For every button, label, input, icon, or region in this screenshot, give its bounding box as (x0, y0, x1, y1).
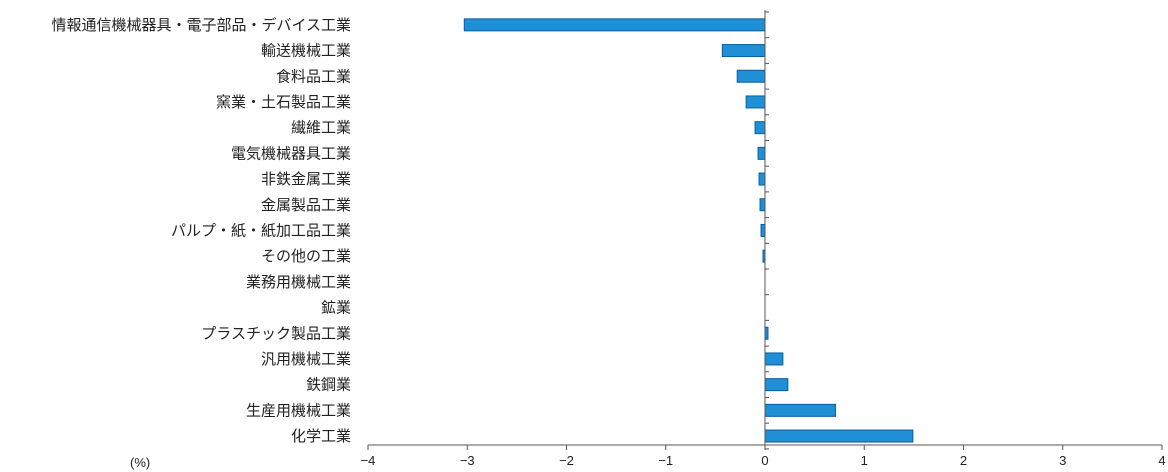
category-label: プラスチック製品工業 (201, 324, 351, 342)
category-label: 汎用機械工業 (261, 350, 351, 368)
bar (760, 223, 766, 237)
axes (367, 10, 1163, 450)
bar (764, 429, 914, 443)
bar (764, 403, 836, 417)
category-label: 繊維工業 (291, 119, 351, 137)
bar (757, 146, 766, 160)
x-tick-label: −2 (559, 453, 574, 468)
bar (758, 172, 766, 186)
category-label: 鉄鋼業 (306, 376, 351, 394)
x-tick-label: −4 (361, 453, 376, 468)
bar (745, 95, 766, 109)
category-label: 窯業・土石製品工業 (216, 93, 351, 111)
bar (463, 18, 766, 32)
category-label: 生産用機械工業 (246, 401, 351, 419)
category-label: 金属製品工業 (261, 196, 351, 214)
category-label: 輸送機械工業 (261, 42, 351, 60)
x-tick-label: 4 (1158, 453, 1165, 468)
bar (764, 352, 784, 366)
x-tick-label: 0 (761, 453, 768, 468)
unit-label: (%) (130, 455, 151, 470)
bar (764, 378, 789, 392)
category-label: 情報通信機械器具・電子部品・デバイス工業 (51, 16, 351, 34)
x-tick-label: 3 (1059, 453, 1066, 468)
x-tick-label: −1 (658, 453, 673, 468)
bar (754, 121, 766, 135)
category-labels: 情報通信機械器具・電子部品・デバイス工業輸送機械工業食料品工業窯業・土石製品工業… (51, 16, 351, 445)
category-label: 化学工業 (291, 427, 351, 445)
category-label: 非鉄金属工業 (261, 170, 351, 188)
x-tick-labels: −4 −3 −2 −1 0 1 2 3 4 (361, 453, 1166, 468)
x-tick-label: 2 (960, 453, 967, 468)
category-label: 業務用機械工業 (246, 273, 351, 291)
category-label: パルプ・紙・紙加工品工業 (171, 221, 351, 239)
x-tick-label: −3 (460, 453, 475, 468)
bar (721, 44, 766, 58)
bar (736, 69, 766, 83)
category-label: 鉱業 (321, 299, 351, 317)
bars-group (463, 18, 914, 443)
category-label: 電気機械器具工業 (231, 144, 351, 162)
category-label: その他の工業 (261, 247, 351, 265)
bar (759, 198, 766, 212)
x-tick-label: 1 (861, 453, 868, 468)
category-label: 食料品工業 (276, 67, 351, 85)
